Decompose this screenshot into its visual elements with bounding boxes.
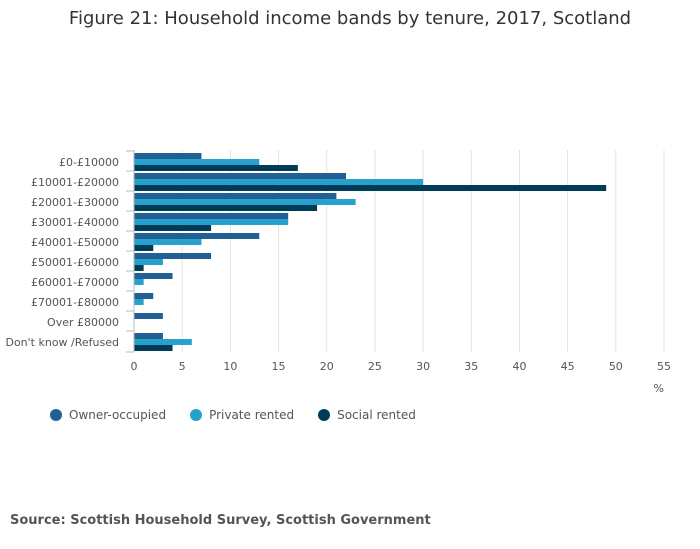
legend-label: Social rented (337, 408, 416, 422)
bar (134, 245, 154, 251)
y-tick-label: Over £80000 (47, 316, 119, 329)
bar (134, 185, 607, 191)
bar (134, 179, 424, 185)
y-tick-label: £40001-£50000 (31, 236, 119, 249)
chart-title: Figure 21: Household income bands by ten… (68, 8, 632, 29)
source-note: Source: Scottish Household Survey, Scott… (10, 513, 431, 528)
y-tick-label: £10001-£20000 (31, 176, 119, 189)
legend-swatch (190, 409, 203, 421)
bar (134, 345, 173, 351)
x-tick-label: 0 (131, 360, 138, 373)
x-axis-label: % (654, 382, 664, 395)
axes: 0 5 10 15 20 25 30 35 40 45 50 55 £0-£10000 £10001-£2… (5, 150, 671, 373)
bar (134, 225, 212, 231)
bar (134, 293, 154, 299)
bar (134, 299, 144, 305)
bar (134, 199, 356, 205)
y-tick-label: £60001-£70000 (31, 276, 119, 289)
y-tick-label: £20001-£30000 (31, 196, 119, 209)
x-tick-label: 5 (179, 360, 186, 373)
bar (134, 239, 202, 245)
y-tick-label: £30001-£40000 (31, 216, 119, 229)
bar (134, 313, 163, 319)
y-tick-label: Don't know /Refused (5, 336, 119, 349)
bar (134, 153, 202, 159)
x-tick-label: 30 (416, 360, 430, 373)
legend-swatch (50, 409, 62, 421)
bar (134, 273, 173, 279)
y-tick-label: £0-£10000 (59, 156, 119, 169)
bar (134, 259, 163, 265)
bar (134, 213, 289, 219)
x-tick-label: 35 (464, 360, 478, 373)
legend-label: Owner-occupied (69, 408, 167, 422)
bar (134, 253, 212, 259)
x-tick-label: 15 (272, 360, 286, 373)
legend-label: Private rented (209, 408, 295, 422)
bar (134, 279, 144, 285)
bar (134, 339, 192, 345)
legend-item[interactable]: Private rented (190, 408, 294, 422)
bar (134, 219, 289, 225)
bar (134, 333, 163, 339)
bar (134, 265, 144, 271)
legend-item[interactable]: Owner-occupied (50, 408, 166, 422)
bar (134, 173, 346, 179)
legend: Owner-occupied Private rented Social rente… (50, 408, 440, 422)
gridlines (181, 150, 665, 352)
y-tick-label: £70001-£80000 (31, 296, 119, 309)
bar (134, 205, 318, 211)
x-tick-label: 25 (368, 360, 382, 373)
y-tick-label: £50001-£60000 (31, 256, 119, 269)
bar (134, 193, 337, 199)
x-tick-label: 40 (512, 360, 526, 373)
x-tick-label: 10 (223, 360, 237, 373)
bar (134, 159, 260, 165)
legend-item[interactable]: Social rented (318, 408, 416, 422)
bars (134, 153, 607, 351)
x-tick-label: 45 (561, 360, 575, 373)
legend-swatch (318, 409, 331, 421)
bar (134, 165, 298, 171)
x-tick-label: 20 (320, 360, 334, 373)
x-tick-label: 55 (657, 360, 671, 373)
bar (134, 233, 260, 239)
x-tick-label: 50 (609, 360, 623, 373)
